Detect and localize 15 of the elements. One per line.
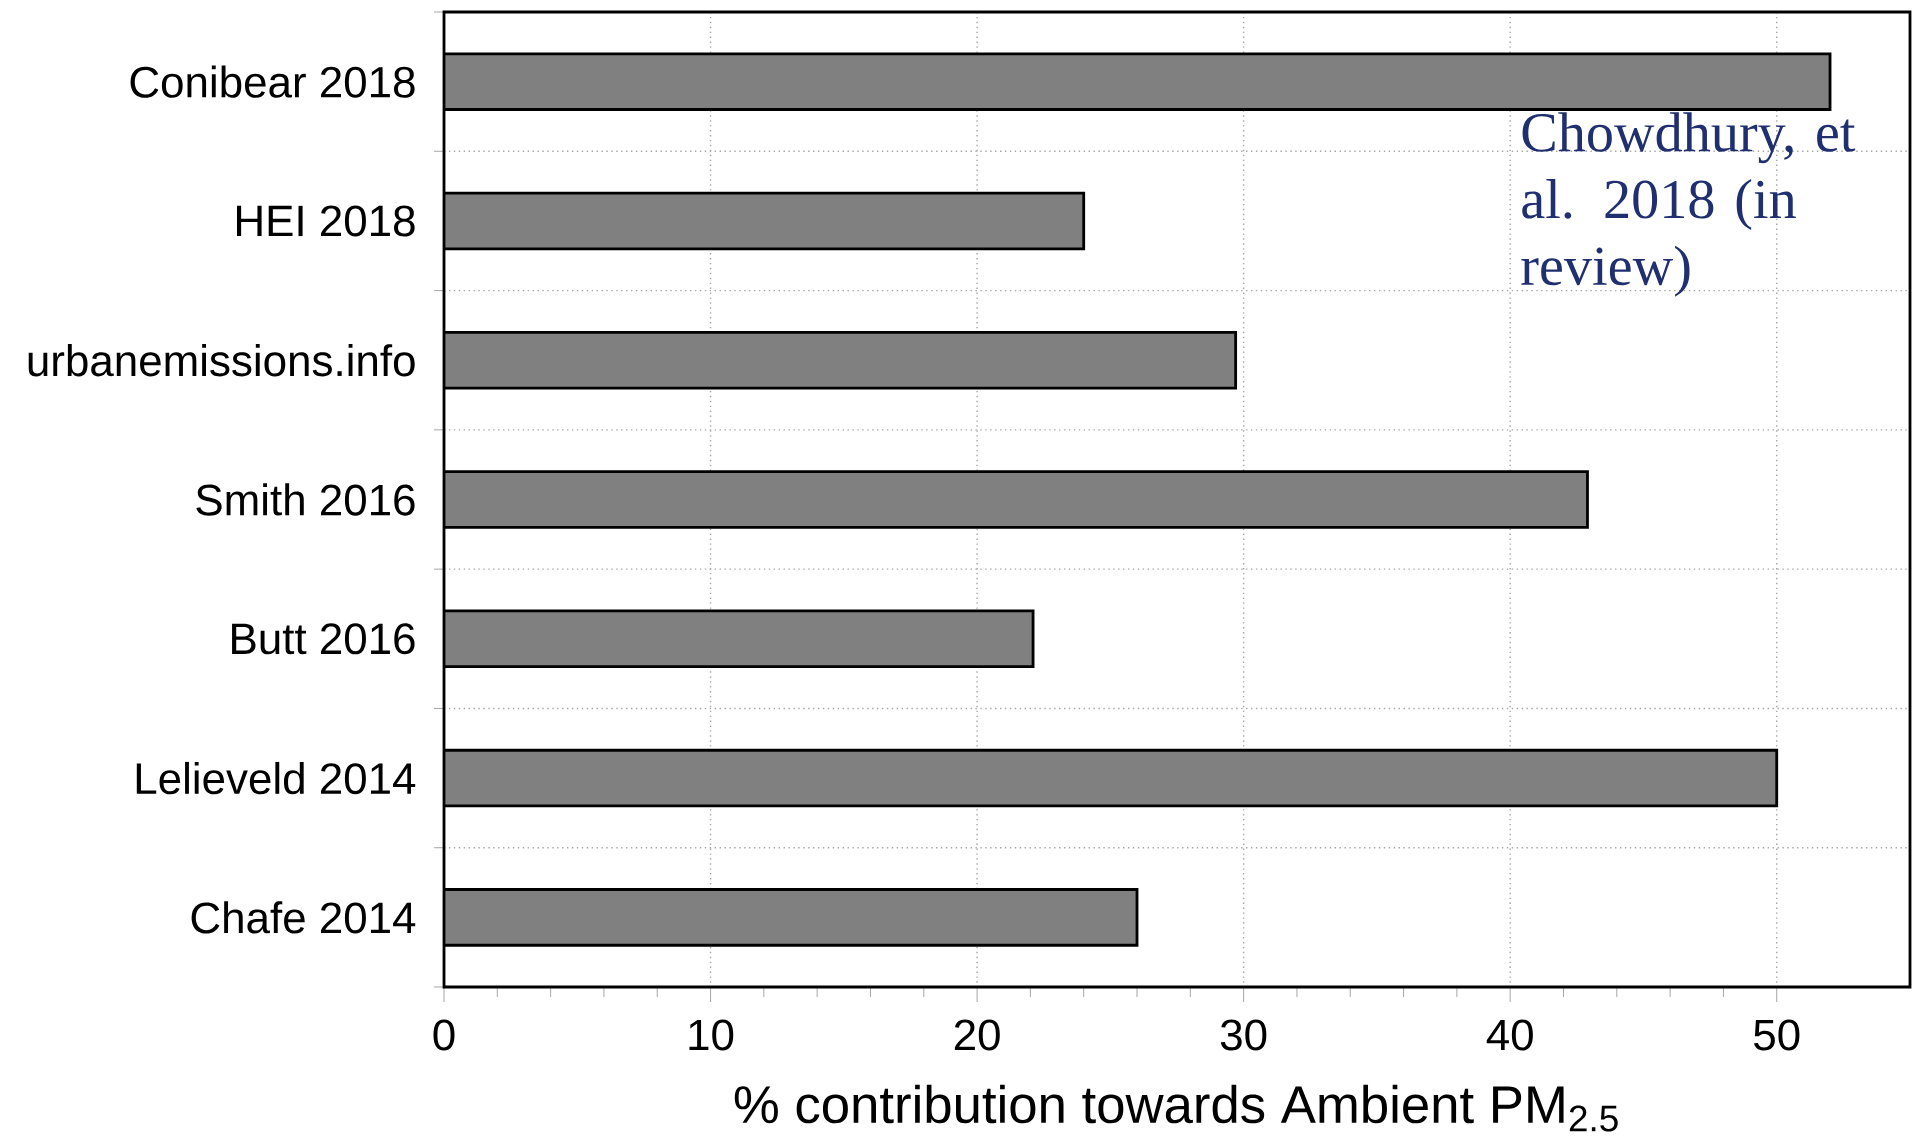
x-tick-label: 0 — [433, 1019, 455, 1051]
y-tick-label: Chafe 2014 — [191, 901, 416, 934]
x-tick-label: 10 — [689, 1019, 734, 1051]
y-tick-label: Butt 2016 — [232, 623, 415, 655]
annotation: Chowdhury, et al. 2018 (in review) — [1521, 112, 1856, 297]
x-tick-label: 50 — [1754, 1019, 1800, 1051]
x-tick-label: 30 — [1220, 1019, 1267, 1051]
y-tick-label: Lelieveld 2014 — [136, 761, 416, 795]
y-tick-label: urbanemissions.info — [28, 344, 415, 377]
x-tick-label: 40 — [1486, 1019, 1533, 1051]
x-axis-title: % contribution towards Ambient PM$_{2.5}$ — [734, 1084, 1618, 1132]
y-tick-label: Conibear 2018 — [130, 65, 415, 98]
x-tick-label: 20 — [954, 1019, 1000, 1051]
y-tick-label: HEI 2018 — [236, 205, 415, 237]
y-tick-label: Smith 2016 — [196, 483, 415, 516]
